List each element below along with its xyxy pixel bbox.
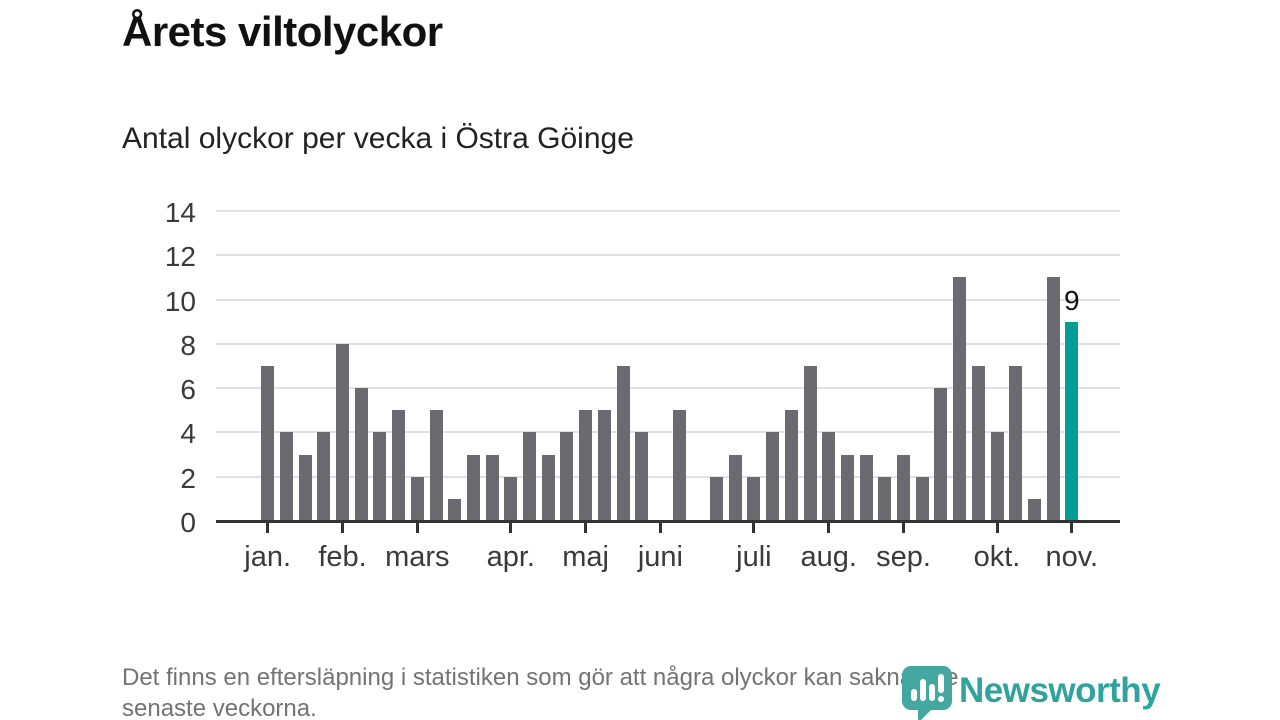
newsworthy-pin-barchart-icon	[902, 666, 952, 720]
y-axis-label-6: 6	[180, 374, 196, 406]
bar-week-30	[803, 366, 817, 521]
bar-week-5	[336, 344, 349, 521]
x-axis-tick-maj	[584, 523, 588, 533]
x-axis-label-mars: mars	[385, 541, 450, 573]
bar-week-4	[317, 432, 331, 521]
x-axis-label-aug: aug.	[800, 541, 857, 573]
bar-week-28	[766, 432, 780, 521]
bar-week-8	[392, 410, 406, 521]
y-axis-label-2: 2	[180, 462, 196, 494]
gridline-12	[216, 254, 1120, 257]
y-axis-label-14: 14	[164, 197, 196, 229]
y-axis-label-0: 0	[180, 507, 196, 538]
gridline-4	[216, 431, 1120, 434]
x-axis-tick-okt	[995, 523, 999, 533]
x-axis-tick-aug	[827, 523, 831, 533]
x-axis-label-feb: feb.	[318, 541, 367, 573]
bar-week-18	[579, 410, 593, 521]
x-axis-tick-juni	[658, 523, 662, 533]
y-axis-label-12: 12	[164, 241, 196, 273]
bar-week-37	[934, 388, 948, 521]
newsworthy-logo-text: Newsworthy	[959, 671, 1161, 710]
bar-week-3	[298, 455, 312, 521]
bar-week-43	[1046, 277, 1060, 521]
bar-week-20	[616, 366, 630, 521]
x-axis-label-okt: okt.	[973, 541, 1021, 573]
y-axis-label-4: 4	[180, 418, 196, 450]
bar-week-35	[897, 455, 910, 521]
footnote: Det finns en eftersläpning i statistiken…	[122, 662, 1182, 720]
x-axis-line	[216, 520, 1120, 523]
bar-week-13	[485, 455, 499, 521]
bar-week-11	[448, 499, 462, 521]
bar-week-17	[560, 432, 574, 521]
x-axis-label-juni: juni	[637, 541, 683, 573]
bar-week-6	[354, 388, 368, 521]
gridline-2	[216, 475, 1120, 478]
x-axis-tick-juli	[752, 523, 756, 533]
bar-week-23	[672, 410, 686, 521]
gridline-10	[216, 298, 1120, 301]
bar-week-42	[1027, 499, 1041, 521]
bar-chart: 0 2 4 6 8 10 12 14 jan. feb. mars apr. maj juni juli au…	[164, 197, 1120, 573]
footnote-line-2: senaste veckorna.	[122, 695, 317, 720]
bar-week-41	[1009, 366, 1023, 521]
x-axis-label-jan: jan.	[244, 541, 292, 573]
bar-week-26	[728, 455, 742, 521]
bar-week-25	[710, 477, 723, 521]
x-axis-label-juli: juli	[736, 541, 772, 573]
bar-week-10	[429, 410, 443, 521]
x-axis-tick-jan	[266, 523, 270, 533]
bar-week-32	[840, 455, 854, 521]
gridline-14	[216, 210, 1120, 213]
bar-week-27	[747, 477, 761, 521]
bar-week-39	[971, 366, 985, 521]
x-axis-label-apr: apr.	[486, 541, 535, 573]
bar-week-7	[373, 432, 387, 521]
page-title: Årets viltolyckor	[122, 8, 443, 55]
x-axis-label-nov: nov.	[1045, 541, 1099, 573]
bar-week-15	[523, 432, 536, 521]
bar-week-31	[822, 432, 836, 521]
bar-week-1	[261, 366, 275, 521]
x-axis-tick-nov	[1070, 523, 1074, 533]
y-axis-label-10: 10	[164, 285, 196, 317]
x-axis-tick-mars	[415, 523, 419, 533]
gridline-8	[216, 342, 1120, 345]
gridline-6	[216, 387, 1120, 390]
bar-week-9	[410, 477, 424, 521]
bar-week-33	[859, 455, 873, 521]
newsworthy-logo: Newsworthy	[902, 664, 1172, 720]
bar-week-16	[541, 455, 555, 521]
bar-week-12	[466, 455, 480, 521]
x-axis-tick-sep	[902, 523, 905, 533]
bar-week-2	[279, 432, 293, 521]
bar-week-38	[953, 277, 967, 521]
bar-week-44-highlighted	[1065, 322, 1079, 521]
x-axis-label-sep: sep.	[876, 541, 931, 573]
highlight-value-label: 9	[1064, 285, 1080, 316]
bar-week-14	[504, 477, 518, 521]
y-axis-label-8: 8	[180, 329, 196, 361]
bar-week-21	[635, 432, 649, 521]
bar-week-40	[990, 432, 1004, 521]
bar-week-19	[597, 410, 611, 521]
bar-week-36	[915, 477, 929, 521]
x-axis-tick-feb	[341, 523, 344, 533]
x-axis-label-maj: maj	[562, 541, 609, 573]
bar-week-29	[784, 410, 798, 521]
x-axis-tick-apr	[509, 523, 513, 533]
footnote-line-1: Det finns en eftersläpning i statistiken…	[122, 664, 959, 691]
bar-week-34	[878, 477, 892, 521]
chart-subtitle: Antal olyckor per vecka i Östra Göinge	[122, 122, 634, 155]
